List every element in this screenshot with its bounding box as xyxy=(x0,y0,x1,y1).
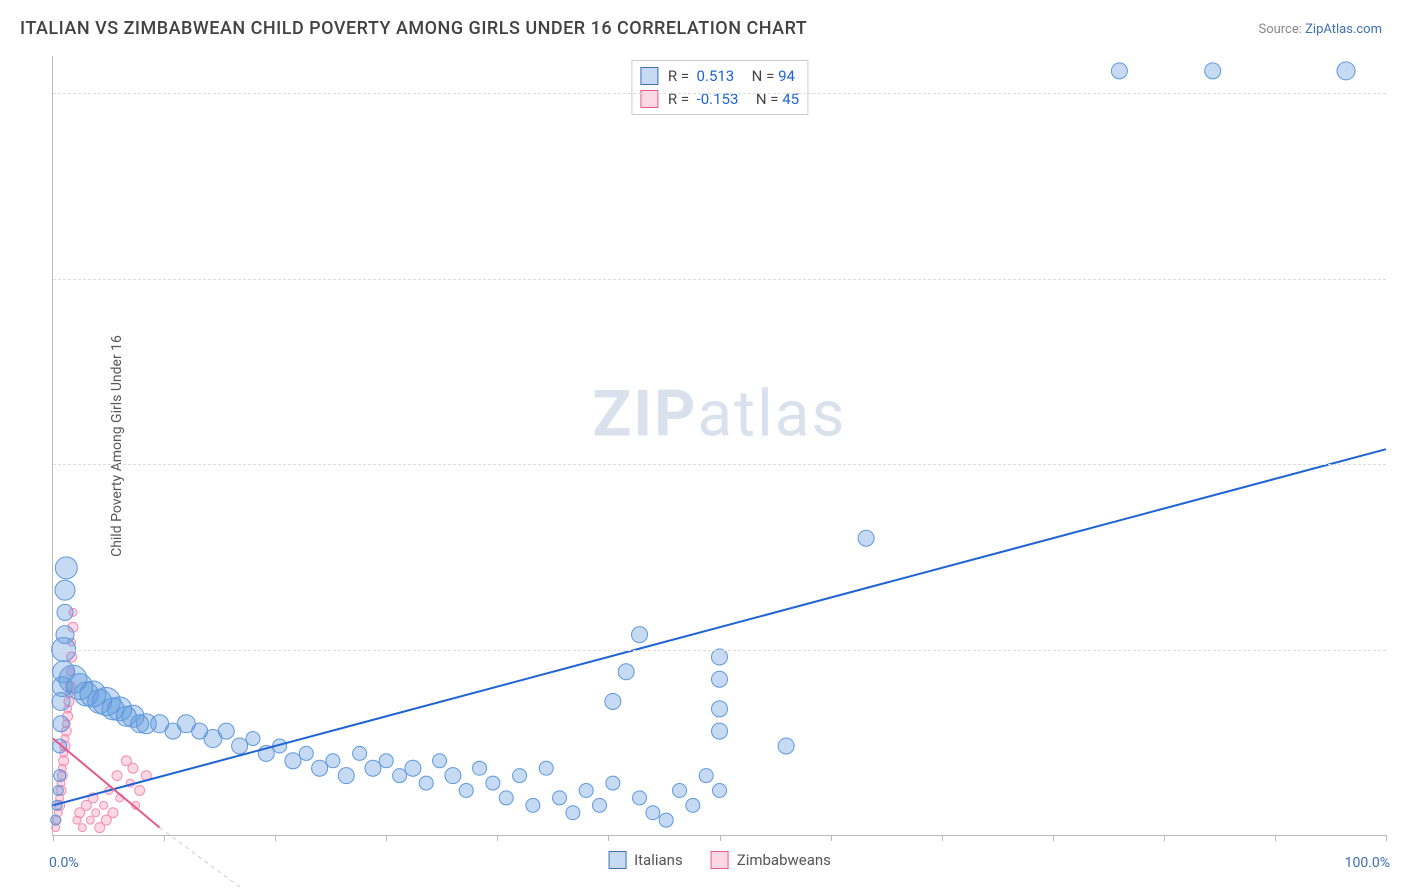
legend-label: Italians xyxy=(634,851,683,869)
x-tick xyxy=(497,835,498,841)
x-tick xyxy=(831,835,832,841)
y-tick-label: 50.0% xyxy=(1394,468,1406,484)
legend-swatch xyxy=(711,851,729,869)
legend-swatch xyxy=(608,851,626,869)
y-tick-label: 25.0% xyxy=(1394,654,1406,670)
x-tick xyxy=(608,835,609,841)
x-axis-min-label: 0.0% xyxy=(49,855,79,871)
plot-area: ZIPatlas R = 0.513 N = 94R = -0.153 N = … xyxy=(52,56,1386,836)
source-attribution: Source: ZipAtlas.com xyxy=(1258,22,1382,37)
gridline xyxy=(53,464,1386,465)
gridline xyxy=(53,279,1386,280)
legend-item: Italians xyxy=(608,851,683,869)
series-legend: Italians Zimbabweans xyxy=(608,851,831,869)
gridline xyxy=(53,650,1386,651)
x-axis-max-label: 100.0% xyxy=(1345,855,1390,871)
y-tick-label: 100.0% xyxy=(1394,97,1406,113)
legend-item: Zimbabweans xyxy=(711,851,831,869)
x-tick xyxy=(164,835,165,841)
gridline xyxy=(53,93,1386,94)
plot-svg xyxy=(53,56,1386,835)
x-tick xyxy=(53,835,54,841)
x-tick xyxy=(720,835,721,841)
x-tick xyxy=(1164,835,1165,841)
x-tick xyxy=(275,835,276,841)
x-tick xyxy=(386,835,387,841)
x-tick xyxy=(942,835,943,841)
legend-label: Zimbabweans xyxy=(737,851,831,869)
source-link[interactable]: ZipAtlas.com xyxy=(1305,22,1382,37)
y-tick-label: 75.0% xyxy=(1394,283,1406,299)
chart-title: ITALIAN VS ZIMBABWEAN CHILD POVERTY AMON… xyxy=(20,18,807,39)
source-prefix: Source: xyxy=(1258,22,1305,37)
x-tick xyxy=(1053,835,1054,841)
x-tick xyxy=(1275,835,1276,841)
x-tick xyxy=(1386,835,1387,841)
